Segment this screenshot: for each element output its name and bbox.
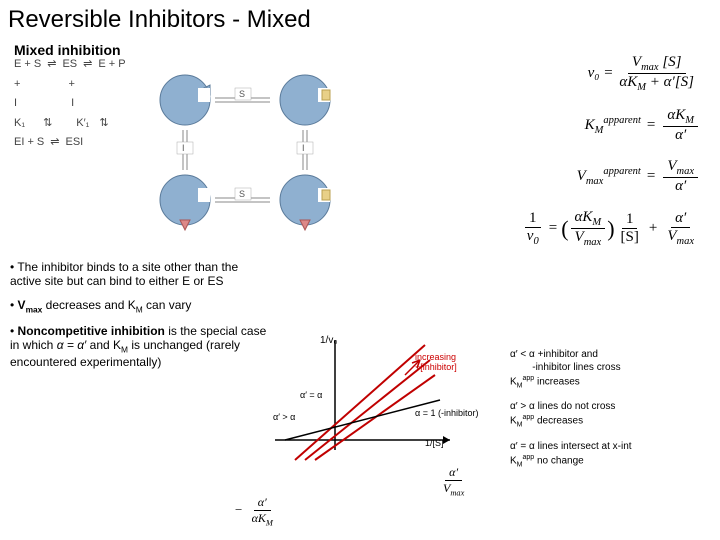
- text: K: [510, 455, 517, 466]
- i-label: I: [182, 143, 185, 153]
- scheme-text: K′₁: [76, 115, 89, 133]
- text: app: [523, 375, 535, 382]
- enzyme-diagram: .enz{fill:#8fb0d0;stroke:#5a7a9a;stroke-…: [130, 70, 360, 260]
- bullet-text: can vary: [143, 298, 192, 312]
- y-axis-label: 1/v₀: [320, 335, 338, 346]
- bullet-3: • Noncompetitive inhibition is the speci…: [10, 324, 270, 368]
- bullet-sub: max: [26, 304, 43, 314]
- text: M: [517, 461, 523, 468]
- eq-sup: apparent: [603, 166, 641, 177]
- eq-km: KMapparent = αKMα′: [430, 107, 700, 144]
- text: -inhibitor lines cross: [532, 362, 620, 373]
- scheme-text: E + P: [98, 56, 125, 74]
- text: α′ < α +inhibitor and: [510, 349, 598, 360]
- bullet-2: • Vmax decreases and KM can vary: [10, 298, 270, 314]
- text: M: [517, 422, 523, 429]
- y-intercept-label: α′Vmax: [437, 465, 470, 497]
- i-label: I: [302, 143, 305, 153]
- arrow-icon: ⇌: [47, 56, 56, 74]
- eq-text: α′: [671, 210, 690, 228]
- eq-vmax: Vmaxapparent = Vmaxα′: [430, 158, 700, 195]
- scheme-text: +: [14, 76, 20, 94]
- equations-block: v₀ = Vmax [S]αKM + α′[S] KMapparent = αK…: [430, 40, 700, 262]
- bullet-list: • The inhibitor binds to a site other th…: [10, 260, 270, 379]
- eq-text: =: [647, 168, 655, 185]
- eq-text: α′: [671, 178, 690, 195]
- text: app: [523, 454, 535, 461]
- arrow-icon: [443, 436, 450, 444]
- ann-3: α′ = α lines intersect at x-int KMapp no …: [510, 440, 715, 469]
- page-title: Reversible Inhibitors - Mixed: [0, 0, 720, 40]
- increasing-label: increasing +[inhibitor]: [415, 352, 457, 372]
- text: app: [523, 414, 535, 421]
- text: α′: [445, 465, 462, 481]
- bullet-1: • The inhibitor binds to a site other th…: [10, 260, 270, 288]
- x-axis-label: 1/[S]: [425, 438, 444, 448]
- ann-2: α′ > α lines do not cross KMapp decreases: [510, 400, 715, 429]
- eq-text: 1: [622, 211, 638, 229]
- eq-text: [S]: [617, 229, 643, 246]
- eq-text: v₀ =: [588, 65, 614, 81]
- arrow-icon: ⇌: [50, 134, 59, 152]
- scheme-text: +: [68, 76, 74, 94]
- text: α′ = α lines intersect at x-int: [510, 441, 632, 452]
- text: decreases: [534, 416, 583, 427]
- text: K: [510, 376, 517, 387]
- reaction-scheme: E + S ⇌ ES ⇌ E + P ++ II K₁⇅K′₁⇅ EI + S …: [14, 56, 126, 154]
- scheme-text: I: [71, 95, 74, 113]
- text: M: [517, 382, 523, 389]
- text: α′: [254, 495, 271, 511]
- text: no change: [534, 455, 584, 466]
- bullet-text: decreases and K: [42, 298, 135, 312]
- bullet-text: V: [18, 298, 26, 312]
- bullet-sub: M: [121, 345, 128, 355]
- bullet-text: •: [10, 324, 18, 338]
- text: α′ > α lines do not cross: [510, 401, 615, 412]
- eq-text: V: [577, 168, 586, 184]
- eq-sub: M: [595, 125, 604, 136]
- bullet-sub: M: [136, 304, 143, 314]
- scheme-text: I: [14, 95, 17, 113]
- bullet-text: and K: [86, 338, 121, 352]
- eq-lb: 1v0 = (αKMVmax) 1[S] + α′Vmax: [430, 209, 700, 248]
- eq-text: 1: [525, 210, 541, 228]
- s-label: S: [239, 189, 245, 199]
- eq-text: +: [649, 220, 657, 237]
- bullet-text: Noncompetitive inhibition: [18, 324, 165, 338]
- eq-text: α′: [671, 127, 690, 144]
- text: K: [510, 416, 517, 427]
- eq-text: K: [585, 117, 595, 133]
- scheme-text: EI + S: [14, 134, 44, 152]
- ann-1: α′ < α +inhibitor and -inhibitor lines c…: [510, 348, 715, 390]
- text: increases: [534, 376, 580, 387]
- no-inhibitor-label: α = 1 (-inhibitor): [415, 408, 478, 418]
- eq-v0: v₀ = Vmax [S]αKM + α′[S]: [430, 54, 700, 93]
- scheme-text: K₁: [14, 115, 25, 133]
- bullet-text: •: [10, 298, 18, 312]
- bullet-text: α = α′: [57, 338, 87, 352]
- scheme-text: ES: [62, 56, 77, 74]
- s-label: S: [239, 89, 245, 99]
- arrow-icon: ⇌: [83, 56, 92, 74]
- scheme-text: ESI: [66, 134, 84, 152]
- eq-sup: apparent: [603, 115, 641, 126]
- eq-sub: max: [586, 176, 604, 187]
- scheme-text: E + S: [14, 56, 41, 74]
- text: −: [235, 502, 242, 517]
- alpha-eq-label: α′ = α: [300, 390, 322, 400]
- x-intercept-label: − α′αKM: [235, 495, 279, 527]
- eq-text: =: [647, 117, 655, 134]
- alpha-gt-label: α′ > α: [273, 412, 295, 422]
- annotations-block: α′ < α +inhibitor and -inhibitor lines c…: [510, 348, 715, 479]
